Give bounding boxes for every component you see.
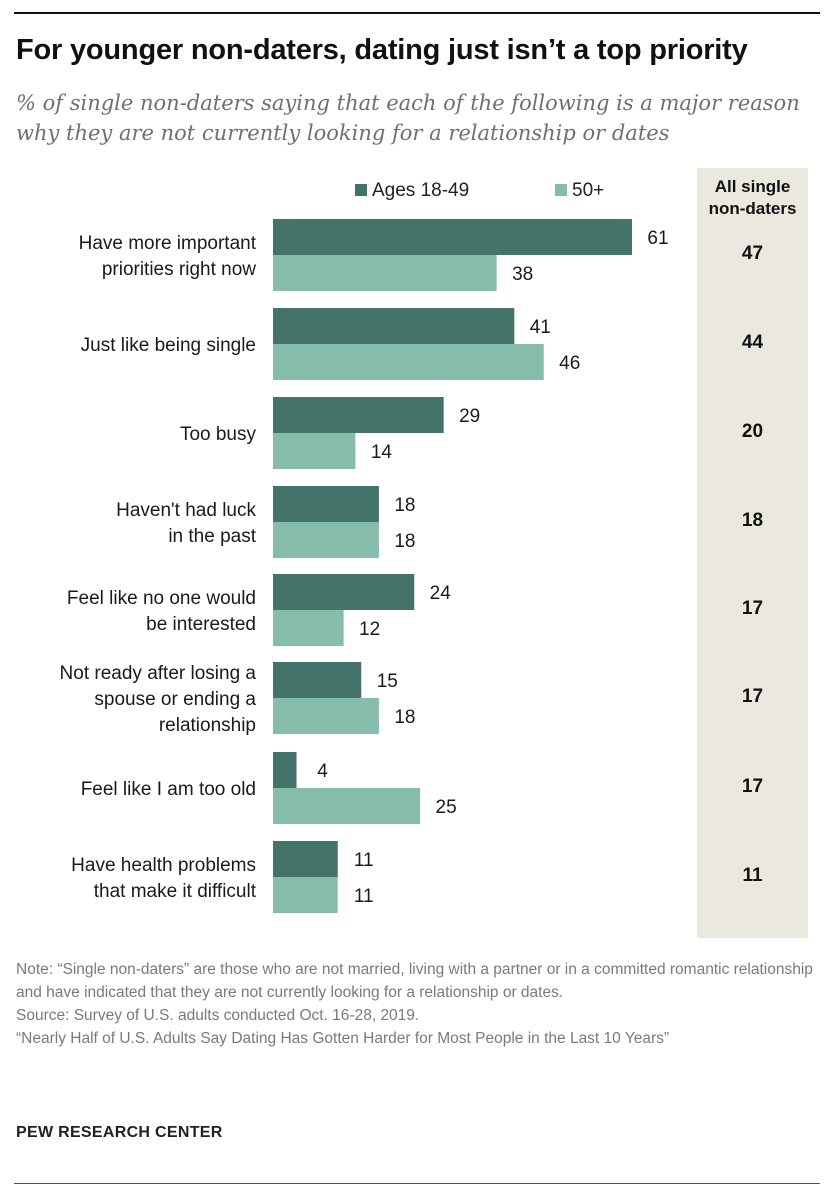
category-label: spouse or ending a [94, 689, 256, 710]
all-single-column-background [697, 168, 808, 938]
category-label: priorities right now [102, 259, 256, 280]
legend-item-ages-18-49: Ages 18-49 [355, 180, 469, 202]
category-label: Just like being single [81, 335, 256, 356]
category-label: Feel like I am too old [81, 779, 256, 800]
category-label: Not ready after losing a [60, 663, 257, 684]
all-single-value: 18 [741, 510, 764, 531]
all-single-column-header: All single non-daters [697, 176, 808, 220]
all-single-header-line-2: non-daters [708, 199, 797, 218]
bar-ages-18-49 [273, 219, 632, 255]
category-label: Have more important [79, 233, 257, 254]
value-label-ages-18-49: 11 [354, 850, 374, 871]
category-label: in the past [168, 526, 256, 547]
bar-50-plus [273, 433, 356, 469]
all-single-value: 44 [741, 332, 764, 353]
value-label-50-plus: 11 [354, 886, 374, 907]
bar-50-plus [273, 610, 344, 646]
category-label: Haven't had luck [116, 500, 256, 521]
bar-ages-18-49 [273, 486, 379, 522]
chart-subtitle: % of single non-daters saying that each … [16, 91, 800, 145]
bar-ages-18-49 [273, 662, 362, 698]
legend-item-50-plus: 50+ [555, 180, 604, 202]
bar-50-plus [273, 255, 497, 291]
legend-label-50-plus: 50+ [572, 180, 605, 201]
note-text: Note: “Single non-daters” are those who … [16, 961, 813, 1001]
all-single-value: 17 [741, 686, 764, 707]
all-single-value: 20 [741, 421, 764, 442]
legend-swatch-ages-18-49 [355, 184, 367, 196]
legend-swatch-50-plus [555, 184, 567, 196]
value-label-ages-18-49: 61 [647, 228, 668, 249]
bar-50-plus [273, 344, 544, 380]
value-label-50-plus: 38 [512, 264, 533, 285]
bar-50-plus [273, 877, 338, 913]
bar-50-plus [273, 698, 379, 734]
chart-title: For younger non-daters, dating just isn’… [16, 34, 748, 66]
value-label-50-plus: 18 [394, 531, 415, 552]
bar-50-plus [273, 788, 421, 824]
category-label: relationship [159, 715, 256, 736]
category-label: that make it difficult [94, 881, 257, 902]
value-label-ages-18-49: 4 [317, 761, 328, 782]
all-single-value: 17 [741, 598, 764, 619]
value-label-50-plus: 25 [436, 797, 457, 818]
report-title-text: “Nearly Half of U.S. Adults Say Dating H… [16, 1030, 670, 1047]
bar-ages-18-49 [273, 841, 338, 877]
bar-50-plus [273, 522, 379, 558]
top-rule [14, 12, 820, 14]
category-label: be interested [146, 614, 256, 635]
value-label-50-plus: 12 [359, 619, 380, 640]
value-label-50-plus: 18 [394, 707, 415, 728]
bar-ages-18-49 [273, 574, 415, 610]
all-single-value: 11 [742, 865, 763, 886]
source-text: Source: Survey of U.S. adults conducted … [16, 1007, 420, 1024]
value-label-ages-18-49: 24 [430, 583, 452, 604]
pew-research-center-logo: PEW RESEARCH CENTER [16, 1124, 223, 1141]
notes-block: Note: “Single non-daters” are those who … [16, 958, 816, 1050]
value-label-50-plus: 46 [559, 353, 580, 374]
bar-ages-18-49 [273, 752, 297, 788]
category-label: Have health problems [71, 855, 256, 876]
bar-ages-18-49 [273, 308, 515, 344]
category-label: Too busy [180, 424, 257, 445]
value-label-50-plus: 14 [371, 442, 393, 463]
bar-ages-18-49 [273, 397, 444, 433]
value-label-ages-18-49: 29 [459, 406, 480, 427]
all-single-header-line-1: All single [714, 177, 791, 196]
value-label-ages-18-49: 18 [394, 495, 415, 516]
all-single-value: 47 [741, 243, 764, 264]
bottom-rule [14, 1183, 820, 1184]
value-label-ages-18-49: 41 [530, 317, 551, 338]
all-single-value: 17 [741, 776, 764, 797]
legend-label-ages-18-49: Ages 18-49 [372, 180, 470, 201]
value-label-ages-18-49: 15 [377, 671, 398, 692]
category-label: Feel like no one would [67, 588, 256, 609]
